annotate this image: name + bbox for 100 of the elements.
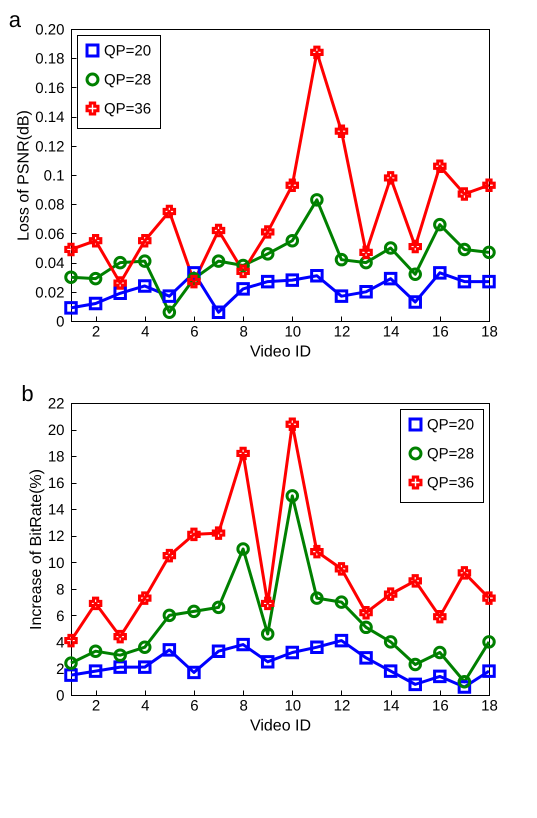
point — [310, 268, 324, 282]
point — [384, 171, 398, 185]
point — [408, 658, 422, 672]
y-tick-label: 6 — [56, 608, 64, 625]
x-tick-label: 2 — [92, 698, 100, 714]
point — [359, 246, 373, 260]
point — [458, 187, 472, 201]
y-tick-label: 0 — [56, 688, 64, 704]
y-tick-label: 22 — [48, 396, 64, 412]
point — [88, 644, 102, 658]
y-tick-label: 0.18 — [35, 50, 64, 68]
point — [138, 660, 152, 674]
point — [236, 282, 250, 296]
x-tick-label: 16 — [432, 698, 449, 714]
point — [113, 648, 127, 662]
y-tick-label: 12 — [48, 528, 64, 546]
point — [236, 638, 250, 652]
point — [162, 643, 176, 657]
point — [113, 276, 127, 290]
x-tick-label: 12 — [334, 324, 350, 340]
point — [482, 664, 496, 678]
x-axis-title: Video ID — [250, 344, 312, 360]
point — [384, 272, 398, 286]
x-tick-label: 14 — [382, 324, 400, 340]
point — [384, 241, 398, 255]
point — [310, 193, 324, 207]
point — [458, 566, 472, 580]
point — [113, 660, 127, 674]
point — [88, 296, 102, 310]
y-tick-label: 16 — [48, 475, 64, 492]
y-tick-label: 0.1 — [44, 168, 64, 184]
point — [433, 266, 447, 280]
y-tick-label: 0.14 — [35, 109, 64, 126]
point — [433, 218, 447, 232]
y-tick-label: 0.12 — [35, 138, 64, 156]
point — [433, 646, 447, 660]
point — [359, 651, 373, 665]
y-tick-label: 0 — [56, 314, 64, 330]
y-tick-label: 0.04 — [35, 255, 64, 272]
point — [458, 242, 472, 256]
chart-title: a — [8, 7, 22, 32]
point — [162, 204, 176, 218]
point — [384, 587, 398, 601]
x-tick-label: 6 — [190, 324, 199, 340]
point — [260, 655, 274, 669]
point — [260, 274, 274, 288]
point — [433, 159, 447, 173]
y-tick-label: 18 — [48, 448, 64, 466]
y-tick-label: 0.06 — [35, 226, 64, 243]
point — [286, 646, 300, 660]
y-tick-label: 0.20 — [35, 22, 64, 38]
y-tick-label: 2 — [56, 660, 64, 678]
point — [113, 256, 127, 270]
x-tick-label: 10 — [284, 698, 302, 714]
point — [187, 274, 201, 288]
point — [64, 301, 78, 315]
point — [113, 630, 127, 644]
y-tick-label: 0.16 — [35, 80, 64, 97]
y-axis-title: Loss of PSNR(dB) — [15, 110, 32, 241]
point — [334, 289, 348, 303]
legend-label: QP=28 — [104, 72, 152, 88]
point — [359, 620, 373, 634]
point — [458, 674, 472, 688]
point — [138, 279, 152, 293]
x-tick-label: 14 — [382, 698, 400, 714]
y-tick-label: 0.02 — [35, 284, 64, 302]
legend-label: QP=36 — [104, 100, 152, 118]
point — [162, 548, 176, 562]
legend-label: QP=20 — [104, 42, 152, 60]
point — [334, 634, 348, 648]
point — [433, 610, 447, 624]
point — [482, 635, 496, 649]
point — [384, 664, 398, 678]
point — [359, 606, 373, 620]
y-tick-label: 14 — [48, 502, 64, 519]
point — [88, 234, 102, 248]
point — [212, 224, 226, 238]
point — [236, 542, 250, 556]
point — [286, 489, 300, 503]
legend-label: QP=28 — [427, 446, 474, 462]
point — [310, 591, 324, 605]
point — [260, 596, 274, 610]
point — [286, 273, 300, 287]
x-tick-label: 16 — [432, 324, 449, 340]
point — [286, 178, 300, 192]
point — [260, 627, 274, 641]
point — [260, 225, 274, 239]
x-tick-label: 10 — [284, 324, 302, 340]
x-tick-label: 8 — [239, 324, 248, 340]
point — [310, 46, 324, 60]
legend-label: QP=36 — [427, 474, 474, 492]
x-tick-label: 18 — [481, 324, 498, 340]
point — [212, 526, 226, 540]
point — [162, 289, 176, 303]
point — [482, 178, 496, 192]
x-tick-label: 4 — [141, 324, 150, 340]
legend-label: QP=20 — [427, 416, 474, 434]
y-tick-label: 20 — [48, 422, 64, 440]
point — [138, 254, 152, 268]
point — [482, 274, 496, 288]
